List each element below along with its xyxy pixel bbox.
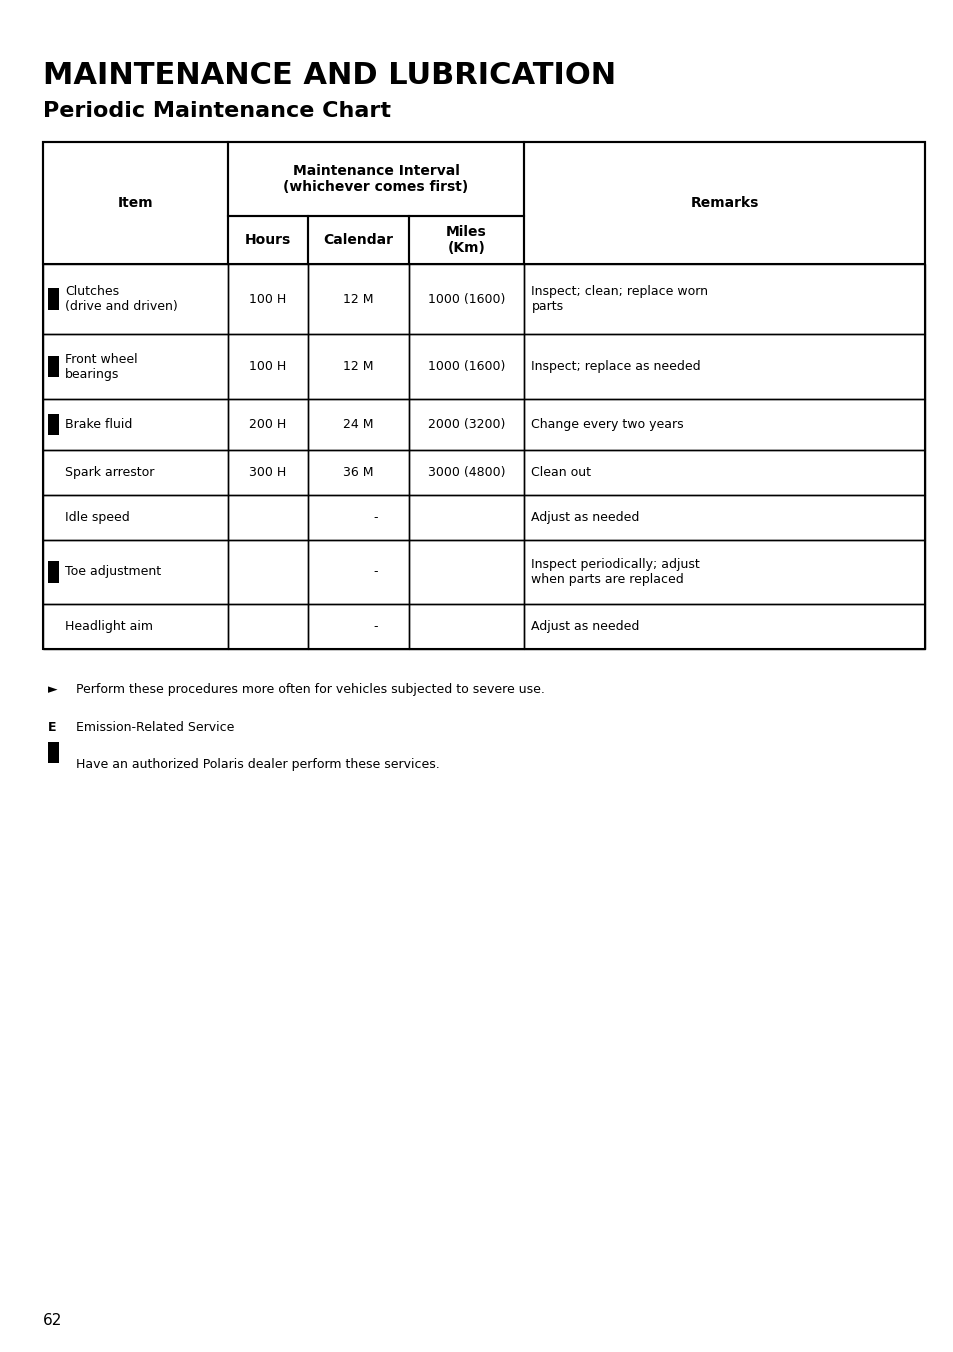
Text: Brake fluid: Brake fluid [65, 418, 132, 431]
Bar [228, 495, 307, 539]
Bar [409, 604, 523, 649]
Bar [48, 414, 59, 435]
Text: 100 H: 100 H [249, 360, 286, 373]
Text: Periodic Maintenance Chart: Periodic Maintenance Chart [43, 101, 391, 122]
Text: ►: ► [48, 683, 57, 696]
Bar [409, 264, 523, 334]
Bar [523, 539, 924, 604]
Bar [228, 539, 307, 604]
Text: -: - [374, 621, 378, 633]
Bar [523, 142, 924, 264]
Bar [43, 495, 228, 539]
Bar [43, 334, 228, 399]
Text: Inspect; replace as needed: Inspect; replace as needed [531, 360, 700, 373]
Text: Calendar: Calendar [323, 233, 393, 247]
Bar [523, 264, 924, 334]
Text: 24 M: 24 M [343, 418, 374, 431]
Bar [523, 334, 924, 399]
Text: Item: Item [117, 196, 153, 210]
Bar [307, 539, 409, 604]
Bar [409, 539, 523, 604]
Text: Idle speed: Idle speed [65, 511, 130, 523]
Bar [409, 399, 523, 450]
Text: 36 M: 36 M [343, 466, 374, 479]
Text: 12 M: 12 M [343, 360, 374, 373]
Bar [43, 450, 228, 495]
Text: 100 H: 100 H [249, 292, 286, 306]
Bar [228, 604, 307, 649]
Bar [228, 216, 307, 264]
Bar [228, 334, 307, 399]
Bar [228, 142, 523, 216]
Bar [409, 495, 523, 539]
Text: -: - [374, 565, 378, 579]
Bar [48, 288, 59, 310]
Bar [307, 399, 409, 450]
Text: Maintenance Interval
(whichever comes first): Maintenance Interval (whichever comes fi… [283, 164, 468, 193]
Bar [43, 399, 228, 450]
Text: Spark arrestor: Spark arrestor [65, 466, 154, 479]
Bar [307, 450, 409, 495]
Text: 1000 (1600): 1000 (1600) [427, 292, 505, 306]
Text: Have an authorized Polaris dealer perform these services.: Have an authorized Polaris dealer perfor… [76, 758, 439, 772]
Text: E: E [48, 721, 56, 734]
Text: Emission-Related Service: Emission-Related Service [76, 721, 234, 734]
Text: Change every two years: Change every two years [531, 418, 683, 431]
Text: 300 H: 300 H [249, 466, 286, 479]
Bar [48, 742, 59, 763]
Text: Adjust as needed: Adjust as needed [531, 621, 639, 633]
Text: Miles
(Km): Miles (Km) [446, 224, 486, 256]
Text: 2000 (3200): 2000 (3200) [427, 418, 505, 431]
Bar [43, 539, 228, 604]
Bar [409, 216, 523, 264]
Bar [307, 264, 409, 334]
Text: Remarks: Remarks [690, 196, 758, 210]
Text: Headlight aim: Headlight aim [65, 621, 152, 633]
Text: -: - [374, 511, 378, 523]
Bar [523, 399, 924, 450]
Bar [48, 356, 59, 377]
Bar [307, 216, 409, 264]
Text: 200 H: 200 H [249, 418, 286, 431]
Bar [523, 604, 924, 649]
Bar [523, 495, 924, 539]
Text: Perform these procedures more often for vehicles subjected to severe use.: Perform these procedures more often for … [76, 683, 544, 696]
Text: Toe adjustment: Toe adjustment [65, 565, 161, 579]
Bar [228, 450, 307, 495]
Text: Front wheel
bearings: Front wheel bearings [65, 353, 137, 380]
Text: 3000 (4800): 3000 (4800) [427, 466, 505, 479]
Bar [307, 334, 409, 399]
Text: Clutches
(drive and driven): Clutches (drive and driven) [65, 285, 177, 314]
Text: Clean out: Clean out [531, 466, 591, 479]
Bar [228, 399, 307, 450]
Text: 1000 (1600): 1000 (1600) [427, 360, 505, 373]
Bar [523, 450, 924, 495]
Bar [228, 264, 307, 334]
Text: Inspect periodically; adjust
when parts are replaced: Inspect periodically; adjust when parts … [531, 558, 700, 585]
Bar [48, 561, 59, 583]
Text: MAINTENANCE AND LUBRICATION: MAINTENANCE AND LUBRICATION [43, 61, 616, 89]
Bar [43, 604, 228, 649]
Bar [43, 142, 924, 649]
Text: 62: 62 [43, 1313, 62, 1328]
Text: 12 M: 12 M [343, 292, 374, 306]
Text: Inspect; clean; replace worn
parts: Inspect; clean; replace worn parts [531, 285, 708, 314]
Bar [307, 604, 409, 649]
Bar [43, 142, 228, 264]
Text: Adjust as needed: Adjust as needed [531, 511, 639, 523]
Bar [409, 334, 523, 399]
Bar [409, 450, 523, 495]
Text: Hours: Hours [245, 233, 291, 247]
Bar [43, 264, 228, 334]
Bar [307, 495, 409, 539]
